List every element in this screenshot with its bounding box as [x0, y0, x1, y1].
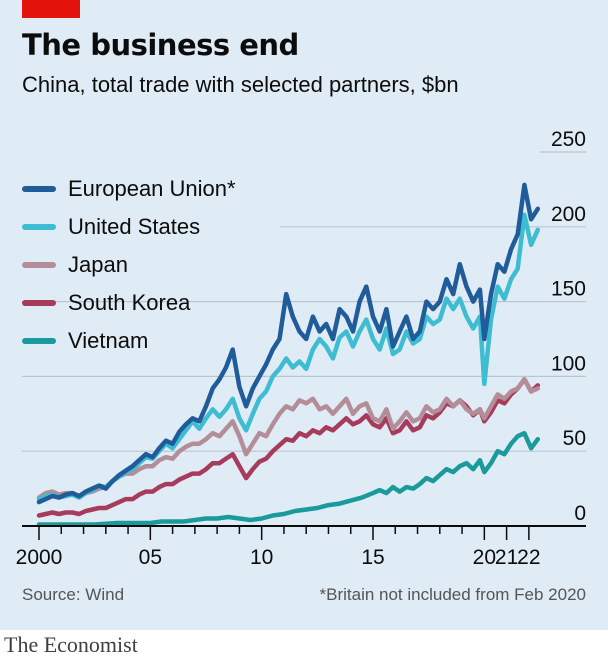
series-line-south-korea [36, 377, 541, 518]
y-tick-label: 150 [551, 278, 586, 301]
legend-swatch [22, 186, 56, 192]
footnote: *Britain not included from Feb 2020 [319, 585, 587, 604]
chart-legend: European Union* United States Japan South K… [22, 170, 236, 360]
legend-label: United States [68, 214, 201, 239]
x-tick-label: 22 [517, 546, 540, 569]
series-line-european-union [36, 182, 541, 505]
legend-item: European Union* [22, 170, 236, 208]
legend-label: Japan [68, 252, 128, 277]
legend-item: Vietnam [22, 322, 236, 360]
publisher-logo: The Economist [4, 632, 138, 657]
x-tick-label: 05 [139, 546, 162, 569]
x-tick-label: 10 [250, 546, 273, 569]
y-tick-label: 200 [551, 203, 586, 226]
legend-item: United States [22, 208, 236, 246]
legend-swatch [22, 224, 56, 230]
y-tick-label: 0 [574, 502, 586, 525]
x-tick-label: 20 [473, 546, 496, 569]
y-tick-label: 50 [563, 427, 586, 450]
x-tick-label: 15 [361, 546, 384, 569]
legend-label: European Union* [68, 176, 236, 201]
legend-swatch [22, 300, 56, 306]
y-tick-label: 100 [551, 352, 586, 375]
chart-subtitle: China, total trade with selected partner… [22, 72, 459, 97]
legend-label: South Korea [68, 290, 191, 315]
series-line-vietnam [36, 430, 541, 527]
legend-swatch [22, 262, 56, 268]
legend-item: South Korea [22, 284, 236, 322]
chart-title: The business end [22, 28, 299, 62]
x-tick-label: 21 [495, 546, 518, 569]
legend-item: Japan [22, 246, 236, 284]
source-note: Source: Wind [22, 585, 125, 604]
y-tick-label: 250 [551, 128, 586, 151]
legend-swatch [22, 338, 56, 344]
brand-tab [22, 0, 80, 18]
x-tick-label: 2000 [16, 546, 63, 569]
legend-label: Vietnam [68, 328, 149, 353]
